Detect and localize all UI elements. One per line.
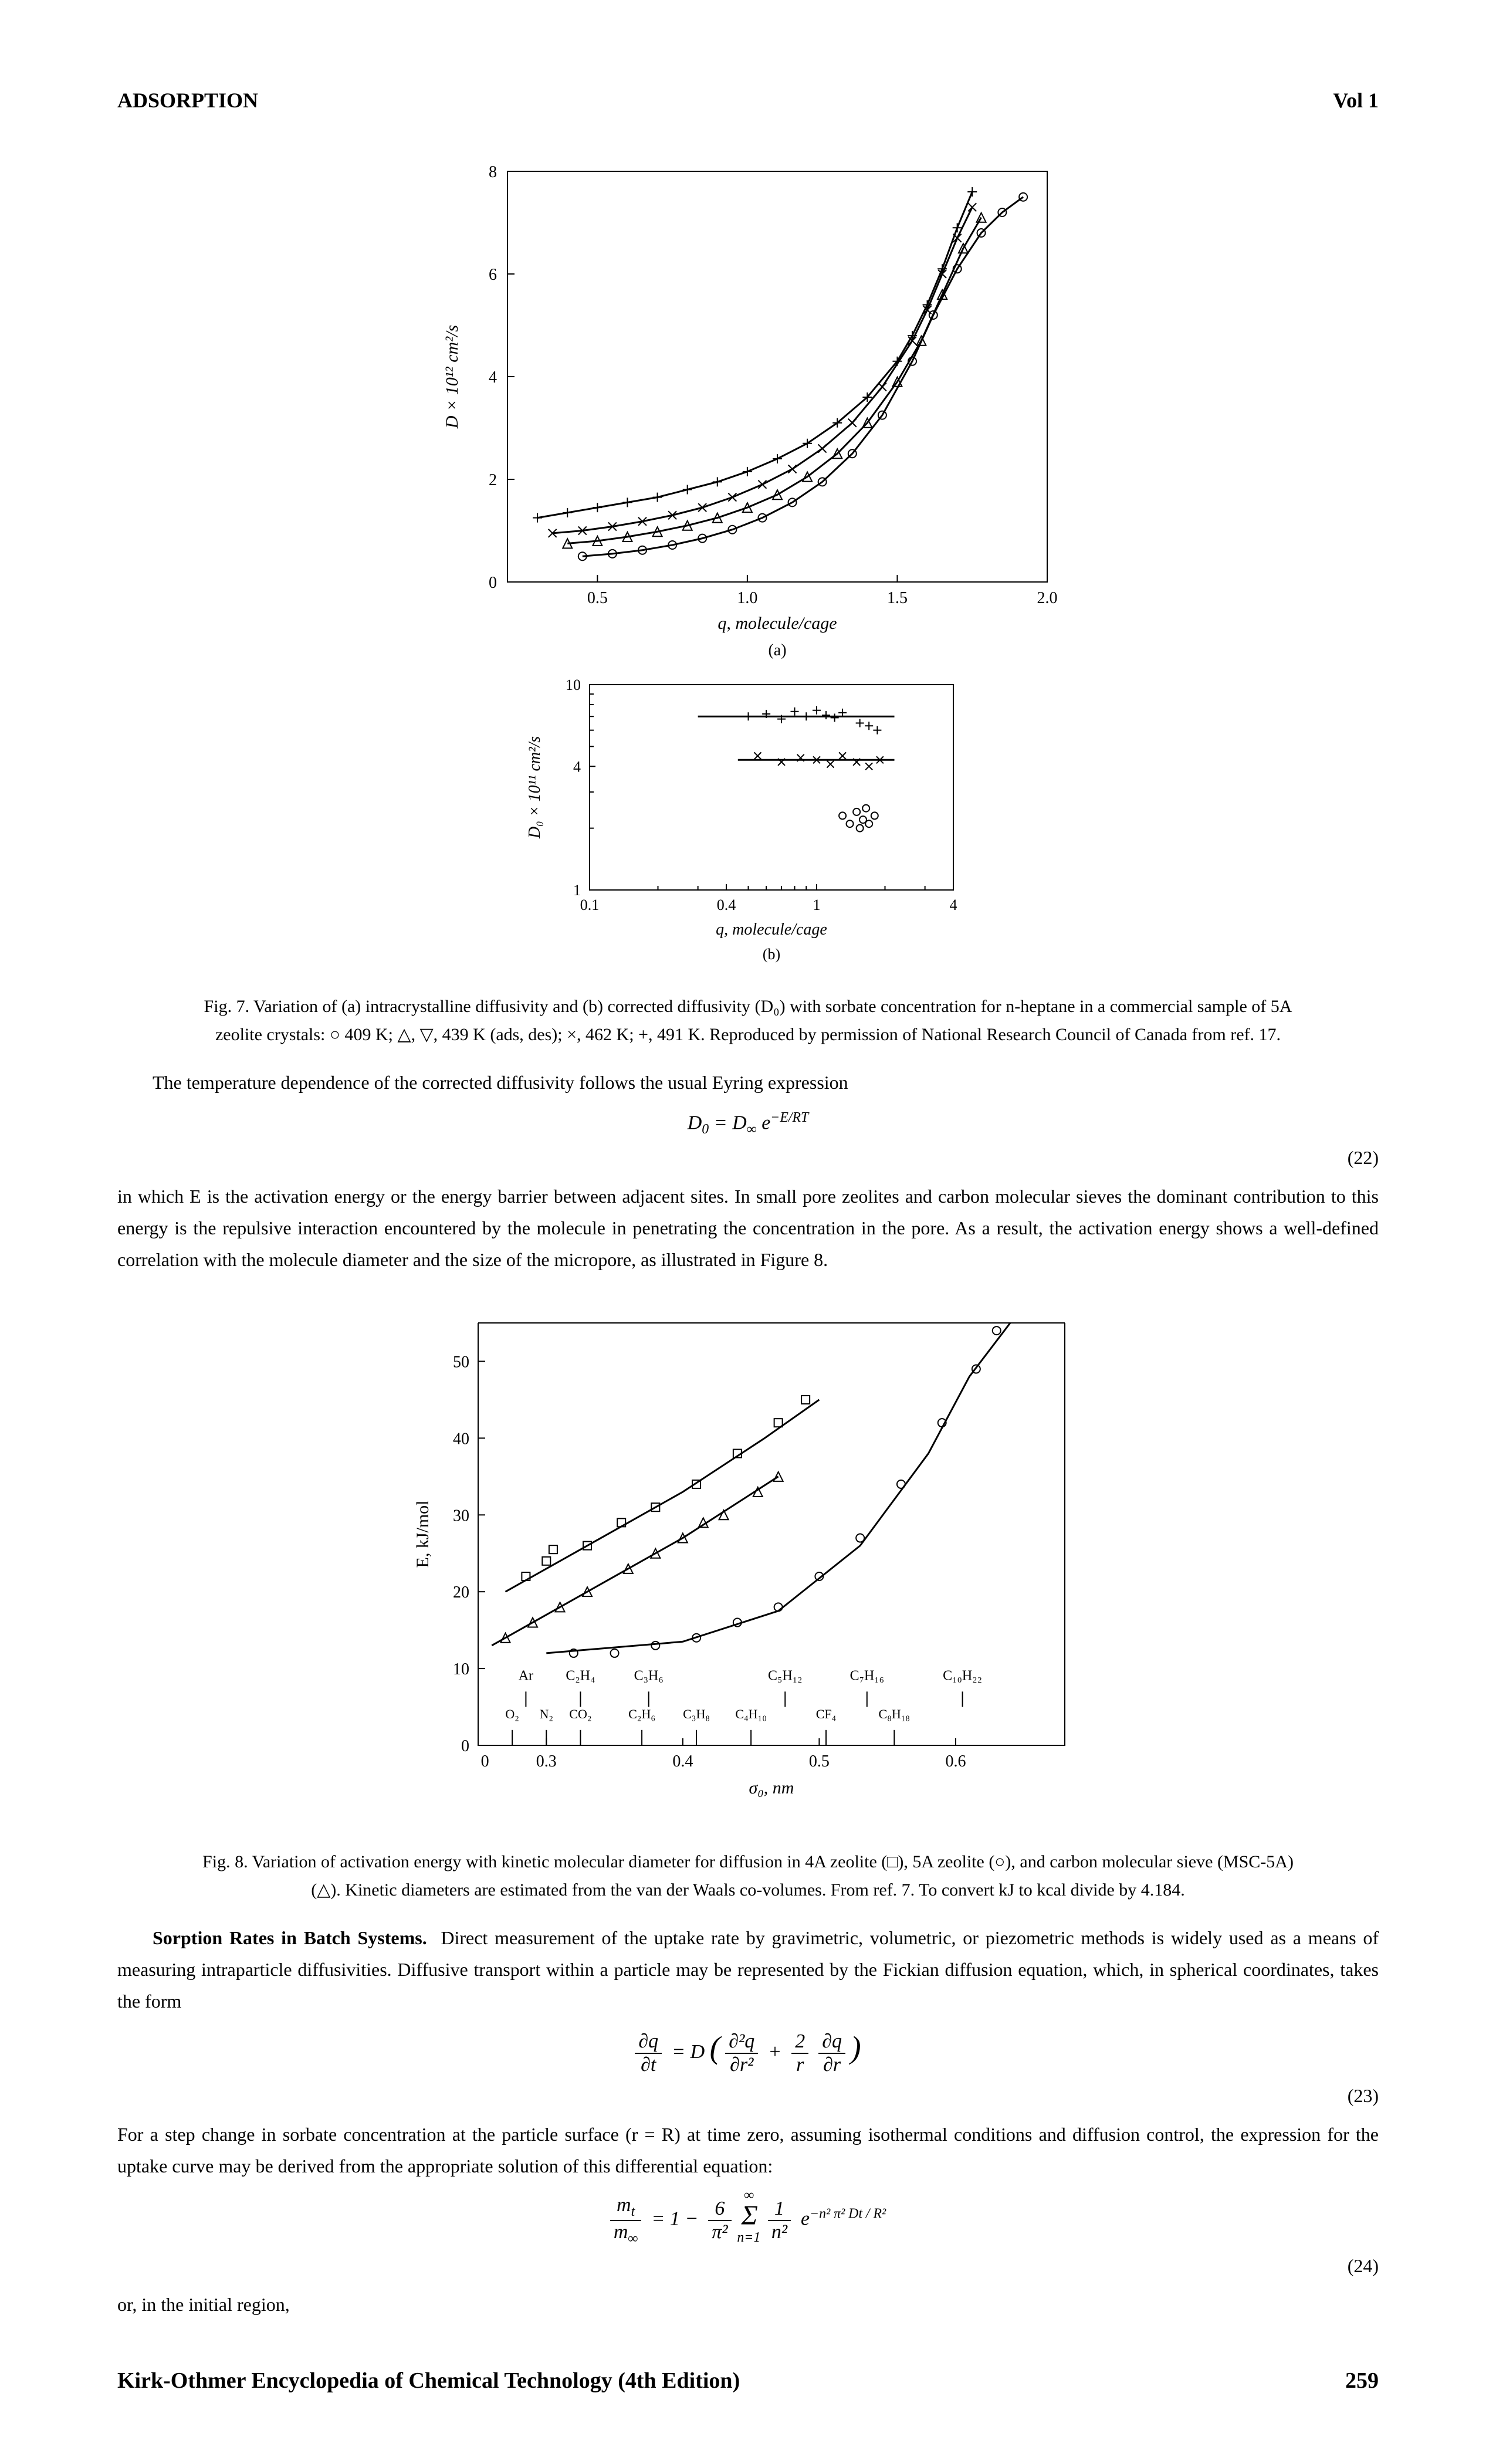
fig7-caption: Fig. 7. Variation of (a) intracrystallin… bbox=[188, 993, 1308, 1049]
svg-text:O₂: O₂ bbox=[505, 1707, 519, 1721]
sorption-heading: Sorption Rates in Batch Systems. bbox=[153, 1927, 427, 1948]
svg-text:0: 0 bbox=[461, 1737, 469, 1755]
svg-text:10: 10 bbox=[566, 676, 581, 693]
equation-24: mtm∞ = 1 − 6π² ∞ Σ n=1 1n² e−n² π² Dt / … bbox=[117, 2194, 1379, 2247]
footer-left: Kirk-Othmer Encyclopedia of Chemical Tec… bbox=[117, 2368, 740, 2394]
fig8-caption: Fig. 8. Variation of activation energy w… bbox=[188, 1848, 1308, 1904]
svg-text:σ₀, nm: σ₀, nm bbox=[749, 1778, 794, 1798]
svg-text:40: 40 bbox=[453, 1430, 469, 1448]
svg-text:0.4: 0.4 bbox=[717, 896, 736, 913]
para-activation: in which E is the activation energy or t… bbox=[117, 1180, 1379, 1276]
svg-text:6: 6 bbox=[489, 266, 497, 284]
svg-text:8: 8 bbox=[489, 163, 497, 181]
svg-text:0.5: 0.5 bbox=[809, 1752, 830, 1771]
svg-text:(a): (a) bbox=[768, 641, 786, 659]
equation-22: D0 = D∞ e−E/RT bbox=[117, 1110, 1379, 1138]
svg-text:C₇H₁₆: C₇H₁₆ bbox=[850, 1668, 884, 1683]
svg-text:C₃H₆: C₃H₆ bbox=[634, 1668, 664, 1683]
svg-text:0: 0 bbox=[489, 574, 497, 592]
svg-text:0: 0 bbox=[481, 1752, 489, 1771]
footer-right: 259 bbox=[1345, 2368, 1379, 2394]
para-sorption: Sorption Rates in Batch Systems. Direct … bbox=[117, 1922, 1379, 2018]
svg-text:CF₄: CF₄ bbox=[816, 1707, 837, 1721]
eqnum-23: (23) bbox=[1320, 2085, 1379, 2107]
eqnum-24: (24) bbox=[1320, 2255, 1379, 2277]
svg-text:30: 30 bbox=[453, 1507, 469, 1525]
svg-text:1: 1 bbox=[813, 896, 821, 913]
svg-text:C₈H₁₈: C₈H₁₈ bbox=[879, 1707, 911, 1721]
svg-text:D₀ × 10¹¹ cm²/s: D₀ × 10¹¹ cm²/s bbox=[526, 736, 544, 839]
figure-7: 0.5 1.0 1.5 2.0 0 2 4 6 8 q, molecule/cage (a) D × … bbox=[117, 148, 1379, 975]
eqnum-22: (22) bbox=[1320, 1147, 1379, 1169]
svg-text:4: 4 bbox=[950, 896, 957, 913]
header-right: Vol 1 bbox=[1333, 88, 1379, 113]
svg-text:D × 10¹² cm²/s: D × 10¹² cm²/s bbox=[442, 325, 462, 429]
svg-text:0.1: 0.1 bbox=[580, 896, 600, 913]
page-footer: Kirk-Othmer Encyclopedia of Chemical Tec… bbox=[117, 2368, 1379, 2394]
fig7a-svg: 0.5 1.0 1.5 2.0 0 2 4 6 8 q, molecule/cage (a) D × … bbox=[425, 148, 1071, 664]
svg-text:4: 4 bbox=[489, 368, 497, 387]
svg-text:10: 10 bbox=[453, 1660, 469, 1678]
svg-text:C₂H₆: C₂H₆ bbox=[628, 1707, 655, 1721]
svg-text:Ar: Ar bbox=[519, 1668, 533, 1683]
svg-text:2: 2 bbox=[489, 471, 497, 489]
svg-text:0.6: 0.6 bbox=[945, 1752, 966, 1771]
header-left: ADSORPTION bbox=[117, 88, 258, 113]
svg-text:20: 20 bbox=[453, 1583, 469, 1602]
svg-text:C₃H₈: C₃H₈ bbox=[683, 1707, 710, 1721]
svg-text:2.0: 2.0 bbox=[1037, 589, 1058, 607]
page-header: ADSORPTION Vol 1 bbox=[117, 88, 1379, 113]
svg-text:C₅H₁₂: C₅H₁₂ bbox=[768, 1668, 802, 1683]
svg-text:4: 4 bbox=[573, 758, 581, 775]
svg-text:1.5: 1.5 bbox=[887, 589, 908, 607]
figure-8: 0.3 0.4 0.5 0.6 0 10 20 30 40 50 σ₀, nm E, kJ/mol Ar… bbox=[117, 1299, 1379, 1830]
svg-text:N₂: N₂ bbox=[539, 1707, 553, 1721]
para-step-change: For a step change in sorbate concentrati… bbox=[117, 2118, 1379, 2182]
para-initial: or, in the initial region, bbox=[117, 2289, 1379, 2320]
svg-text:50: 50 bbox=[453, 1353, 469, 1371]
svg-text:(b): (b) bbox=[763, 946, 780, 963]
svg-text:E, kJ/mol: E, kJ/mol bbox=[413, 1500, 432, 1568]
svg-text:CO₂: CO₂ bbox=[569, 1707, 591, 1721]
fig8-svg: 0.3 0.4 0.5 0.6 0 10 20 30 40 50 σ₀, nm E, kJ/mol Ar… bbox=[396, 1299, 1100, 1827]
svg-text:0.4: 0.4 bbox=[672, 1752, 693, 1771]
svg-text:0.3: 0.3 bbox=[536, 1752, 557, 1771]
fig7b-svg: 0.1 0.4 1 4 1 4 10 q, molecule/cage (b) D₀ × 10¹¹… bbox=[507, 667, 989, 972]
svg-text:C₁₀H₂₂: C₁₀H₂₂ bbox=[943, 1668, 982, 1683]
equation-23: ∂q∂t = D ( ∂²q∂r² + 2r ∂q∂r ) bbox=[117, 2029, 1379, 2076]
svg-text:q, molecule/cage: q, molecule/cage bbox=[716, 920, 827, 939]
para-eyring: The temperature dependence of the correc… bbox=[117, 1067, 1379, 1098]
svg-text:C₄H₁₀: C₄H₁₀ bbox=[735, 1707, 767, 1721]
svg-text:q, molecule/cage: q, molecule/cage bbox=[717, 614, 837, 633]
svg-text:C₂H₄: C₂H₄ bbox=[566, 1668, 595, 1683]
svg-text:0.5: 0.5 bbox=[587, 589, 608, 607]
svg-text:1: 1 bbox=[573, 882, 581, 899]
svg-text:1.0: 1.0 bbox=[737, 589, 757, 607]
